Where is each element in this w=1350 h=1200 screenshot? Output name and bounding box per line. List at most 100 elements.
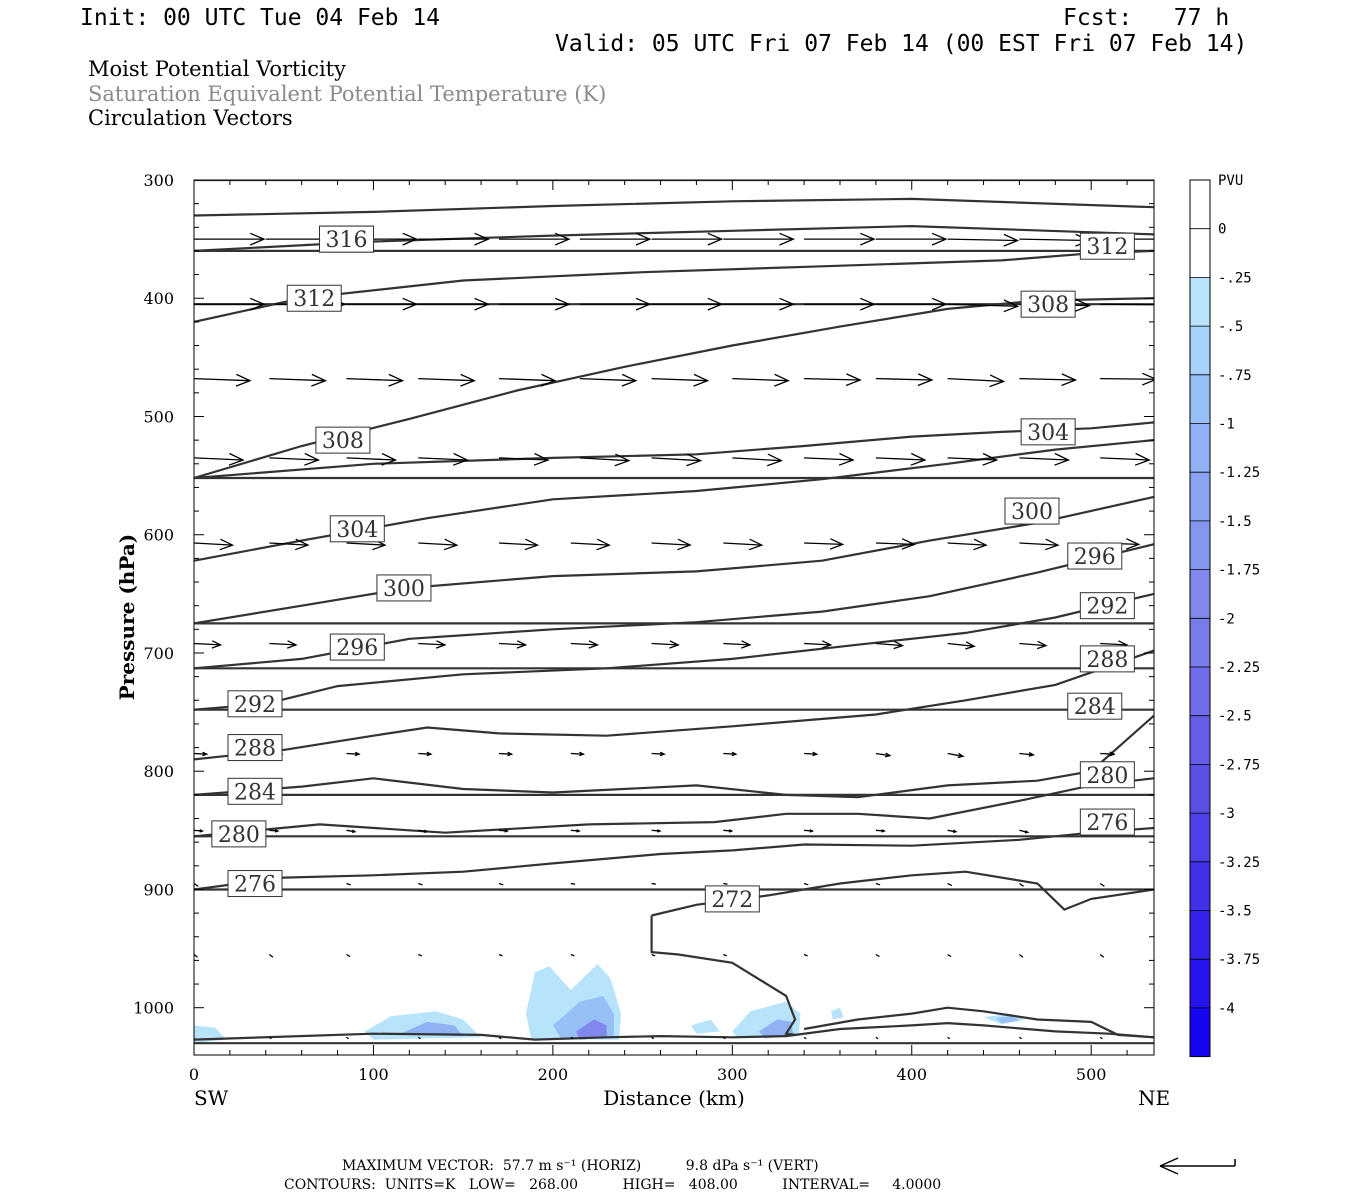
circulation-vector	[418, 373, 476, 387]
contour-line-10	[194, 495, 1154, 625]
circulation-vector	[194, 751, 209, 757]
circulation-vector	[1019, 373, 1078, 387]
contour-label-13: 296	[329, 633, 385, 661]
circulation-vector	[723, 297, 795, 311]
contour-label-18: 284	[1067, 692, 1123, 720]
x-axis-label: Distance (km)	[603, 1086, 745, 1110]
contour-label-text-7: 308	[322, 429, 364, 454]
circulation-vector	[570, 882, 576, 885]
max-vector-caption: MAXIMUM VECTOR: 57.7 m s⁻¹ (HORIZ) 9.8 d…	[342, 1158, 819, 1174]
x-tick-100: 100	[358, 180, 389, 1084]
circulation-vector	[417, 1036, 421, 1040]
colorbar-swatch-9	[1190, 618, 1210, 667]
x-tick-label: 400	[896, 1065, 927, 1084]
contour-label-22: 276	[1079, 808, 1135, 836]
circulation-vector	[579, 373, 638, 387]
contour-label-text-12: 296	[1074, 545, 1116, 570]
circulation-vector	[346, 829, 357, 834]
y-tick-1000: 1000	[133, 999, 1154, 1018]
circulation-vector	[1100, 751, 1116, 757]
circulation-vector	[875, 752, 892, 758]
y-tick-label: 700	[143, 644, 174, 663]
circulation-vector	[1019, 452, 1071, 466]
circulation-vector	[723, 640, 752, 649]
circulation-vector	[875, 373, 934, 387]
contour-label-20: 280	[1079, 761, 1135, 789]
circulation-vector	[570, 538, 611, 551]
circulation-vector	[498, 829, 510, 833]
circulation-vector	[570, 829, 581, 833]
circulation-vector	[651, 882, 656, 885]
contour-label-text-5: 308	[1027, 293, 1069, 318]
circulation-vector	[947, 752, 965, 759]
circulation-vector	[1019, 1036, 1022, 1040]
circulation-vector	[498, 751, 514, 757]
circulation-vector	[498, 882, 504, 886]
init-time: Init: 00 UTC Tue 04 Feb 14	[80, 5, 441, 31]
contour-label-text-23: 276	[234, 873, 276, 898]
y-tick-800: 800	[143, 762, 1154, 781]
y-tick-label: 500	[143, 407, 174, 426]
circulation-vector	[875, 232, 948, 246]
circulation-vector	[194, 538, 235, 551]
contour-line-17	[194, 714, 1154, 799]
valid-time: Valid: 05 UTC Fri 07 Feb 14 (00 EST Fri …	[555, 31, 1248, 57]
circulation-vector	[732, 373, 790, 387]
contour-label-15: 288	[1079, 645, 1135, 673]
contour-label-21: 280	[211, 820, 267, 848]
circulation-vector	[1099, 953, 1105, 958]
circulation-vector	[651, 953, 656, 957]
circulation-vector	[418, 297, 490, 311]
circulation-vector	[947, 882, 953, 887]
circulation-vector	[1100, 452, 1151, 466]
contour-label-23: 276	[227, 870, 283, 898]
colorbar-unit: PVU	[1218, 173, 1243, 189]
circulation-vector	[651, 751, 666, 757]
colorbar-label: -1.5	[1218, 514, 1252, 530]
colorbar-label: -3	[1218, 806, 1235, 822]
contour-label-11: 300	[376, 574, 432, 602]
contour-line-4	[194, 249, 1154, 323]
circulation-vector	[418, 953, 423, 957]
circulation-vector	[723, 232, 795, 246]
circulation-vector	[194, 373, 252, 387]
circulation-vector	[875, 1036, 879, 1040]
circulation-vector	[804, 297, 876, 311]
circulation-vector	[346, 452, 398, 466]
circulation-vector	[498, 953, 503, 957]
contour-line-27	[194, 1021, 1154, 1041]
circulation-vector	[651, 232, 724, 246]
circulation-vector	[194, 297, 266, 311]
colorbar-swatch-17	[1190, 1007, 1210, 1057]
contour-label-text-9: 304	[336, 518, 378, 543]
colorbar-label: -3.5	[1218, 904, 1252, 920]
circulation-vector	[803, 953, 808, 957]
circulation-vector	[947, 829, 958, 834]
contour-label-3: 312	[1079, 232, 1135, 260]
circulation-vector	[723, 538, 764, 551]
circulation-vector	[498, 640, 528, 649]
contour-label-text-10: 300	[1011, 500, 1053, 525]
x-tick-label: 500	[1076, 1065, 1107, 1084]
circulation-vector	[875, 882, 881, 886]
y-tick-500: 500	[143, 407, 1154, 426]
colorbar-swatch-2	[1190, 277, 1210, 327]
forecast-hour: Fcst: 77 h	[1063, 5, 1230, 31]
y-tick-label: 800	[143, 762, 174, 781]
circulation-vector	[269, 373, 328, 387]
circulation-vector	[579, 297, 652, 311]
circulation-vector	[947, 299, 1020, 313]
field-title-mpv: Moist Potential Vorticity	[88, 57, 346, 81]
colorbar-swatch-10	[1190, 667, 1210, 716]
colorbar-swatch-11	[1190, 715, 1210, 765]
circulation-vector	[804, 373, 862, 387]
contour-label-text-16: 292	[234, 693, 276, 718]
circulation-vector	[579, 453, 631, 467]
circulation-vector	[875, 640, 905, 650]
contour-label-text-15: 288	[1086, 648, 1128, 673]
y-tick-600: 600	[143, 526, 1154, 545]
contour-label-text-2: 316	[326, 228, 368, 253]
circulation-vector	[346, 953, 351, 958]
colorbar-swatch-4	[1190, 374, 1210, 424]
